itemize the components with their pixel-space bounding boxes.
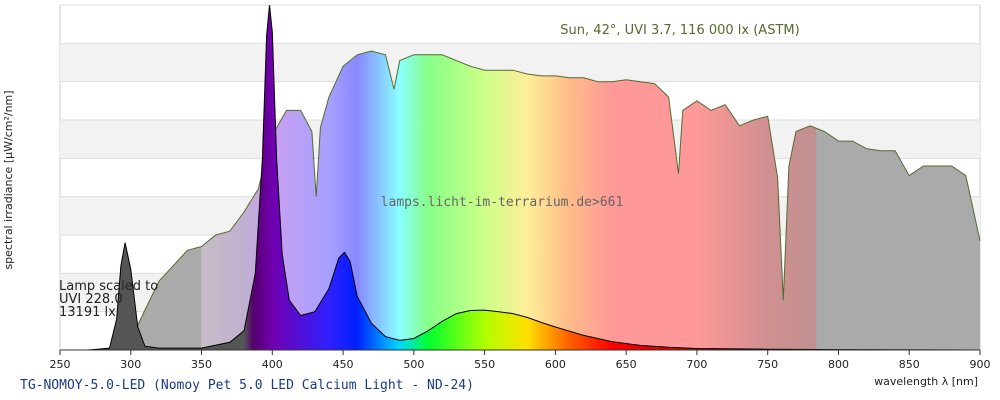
x-tick-label: 550 <box>474 358 495 371</box>
sun-line <box>130 50 981 341</box>
x-tick-label: 400 <box>262 358 283 371</box>
lamp-label: 13191 lx <box>59 305 116 320</box>
lamp-area <box>88 5 981 350</box>
x-tick-label: 450 <box>333 358 354 371</box>
x-tick-label: 900 <box>970 358 991 371</box>
x-tick-label: 800 <box>828 358 849 371</box>
y-axis-label: spectral irradiance [µW/cm²/nm] <box>2 90 15 269</box>
x-tick-label: 250 <box>50 358 71 371</box>
lamp-label: UVI 228.0 <box>59 292 123 307</box>
x-tick-label: 350 <box>191 358 212 371</box>
x-tick-label: 850 <box>899 358 920 371</box>
lamp-line <box>88 4 981 351</box>
lamp-label: Lamp scaled to <box>59 279 158 294</box>
x-axis-label: wavelength λ [nm] <box>874 375 978 388</box>
x-tick-label: 750 <box>757 358 778 371</box>
x-tick-label: 300 <box>120 358 141 371</box>
x-tick-label: 700 <box>686 358 707 371</box>
x-tick-label: 500 <box>403 358 424 371</box>
x-tick-label: 600 <box>545 358 566 371</box>
x-tick-label: 650 <box>616 358 637 371</box>
sun-label: Sun, 42°, UVI 3.7, 116 000 lx (ASTM) <box>560 23 799 38</box>
watermark: lamps.licht-im-terrarium.de>661 <box>381 195 624 210</box>
footer-title: TG-NOMOY-5.0-LED (Nomoy Pet 5.0 LED Calc… <box>20 378 474 393</box>
